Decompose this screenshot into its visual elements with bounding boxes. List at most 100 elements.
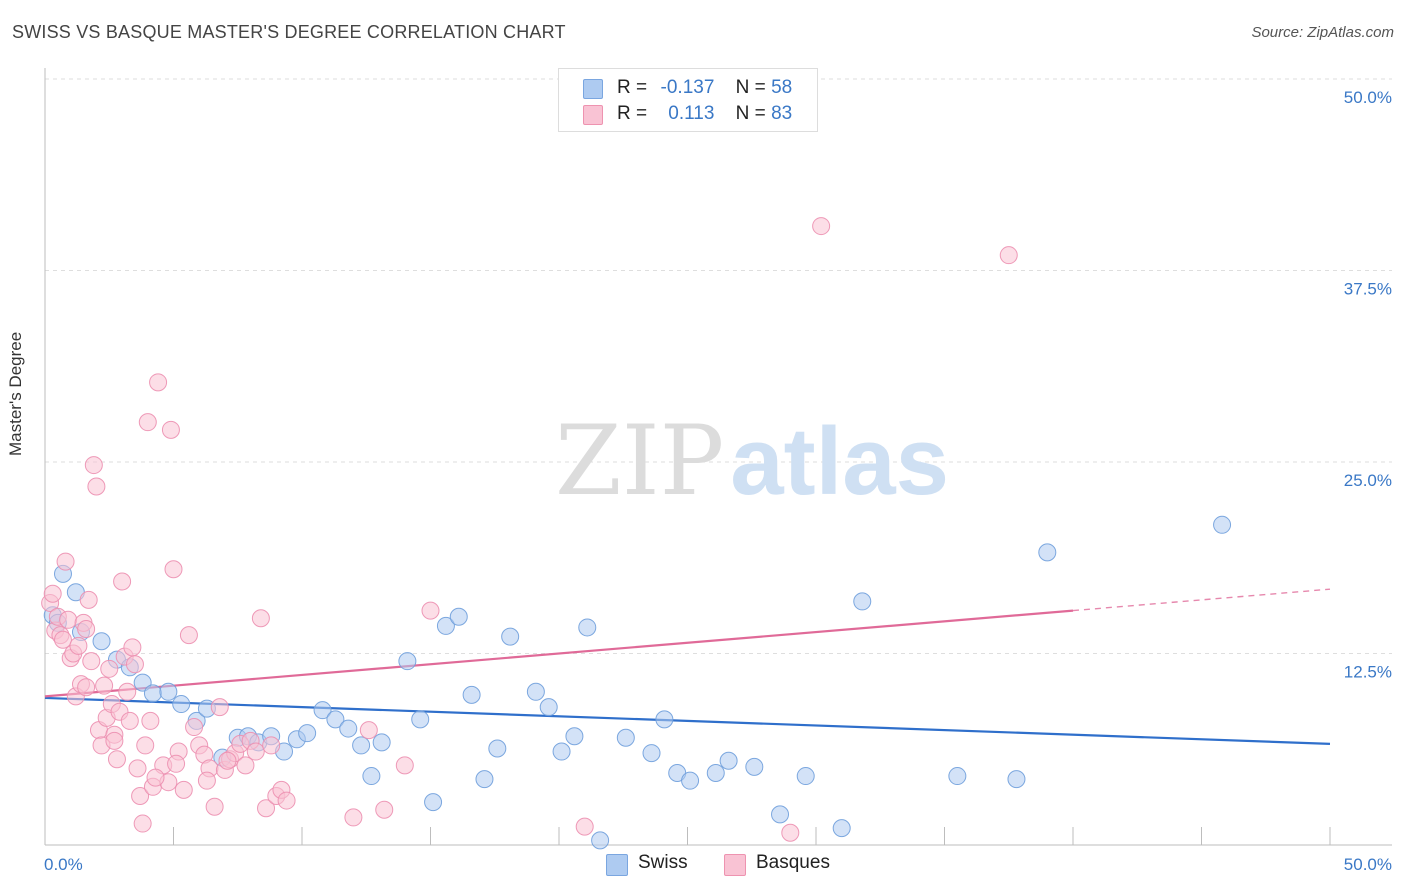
data-point-swiss — [1038, 543, 1057, 562]
data-point-basques — [131, 786, 150, 805]
data-point-basques — [257, 799, 276, 818]
data-point-swiss — [771, 805, 790, 824]
trend-line-swiss — [44, 696, 1331, 745]
data-point-swiss — [655, 710, 674, 729]
y-axis-label: Master's Degree — [6, 331, 25, 456]
data-point-basques — [141, 711, 160, 730]
data-point-basques — [120, 711, 139, 730]
r-label: R = — [617, 77, 648, 98]
data-point-basques — [262, 736, 281, 755]
data-point-swiss — [372, 733, 391, 752]
data-point-basques — [236, 756, 255, 775]
data-point-basques — [246, 742, 265, 761]
legend-swatch-basques — [583, 105, 603, 125]
data-point-swiss — [143, 684, 162, 703]
data-point-swiss — [706, 763, 725, 782]
data-point-basques — [359, 721, 378, 740]
n-value: 83 — [771, 103, 793, 124]
data-point-swiss — [642, 744, 661, 763]
data-point-swiss — [745, 757, 764, 776]
trend-lines — [44, 588, 1331, 745]
data-point-basques — [125, 655, 144, 674]
data-point-swiss — [313, 701, 332, 720]
data-point-swiss — [948, 767, 967, 786]
data-point-swiss — [591, 831, 610, 850]
data-point-basques — [185, 718, 204, 737]
data-point-basques — [344, 808, 363, 827]
data-point-basques — [999, 246, 1018, 265]
legend-label-swiss: Swiss — [638, 852, 688, 873]
data-point-basques — [218, 751, 237, 770]
data-point-basques — [69, 636, 88, 655]
data-point-basques — [105, 731, 124, 750]
legend-label-basques: Basques — [756, 852, 830, 873]
data-point-basques — [167, 754, 186, 773]
tick-labels: 12.5% 25.0% 37.5% 50.0% 0.0% 50.0% — [44, 88, 1392, 874]
data-point-swiss — [578, 618, 597, 637]
data-point-basques — [395, 756, 414, 775]
x-tick-label: 0.0% — [44, 855, 83, 874]
data-point-basques — [375, 800, 394, 819]
data-point-swiss — [436, 616, 455, 635]
data-point-basques — [149, 373, 168, 392]
watermark: ZIPatlas — [555, 405, 949, 517]
data-point-swiss — [398, 652, 417, 671]
data-point-basques — [205, 797, 224, 816]
n-label: N = — [735, 103, 766, 124]
watermark-zip: ZIP — [555, 405, 725, 517]
data-point-swiss — [362, 767, 381, 786]
correlation-legend: R = -0.137 N = 58 R = 0.113 N = 83 — [558, 68, 818, 132]
data-point-basques — [812, 217, 831, 236]
data-point-swiss — [462, 685, 481, 704]
data-point-swiss — [326, 710, 345, 729]
data-point-basques — [118, 682, 137, 701]
data-point-swiss — [526, 682, 545, 701]
r-value: 0.113 — [668, 103, 715, 124]
data-point-basques — [138, 413, 157, 432]
data-point-basques — [128, 759, 147, 778]
data-point-basques — [164, 560, 183, 579]
legend-text-swiss: R = -0.137 N = 58 — [617, 77, 792, 99]
data-point-basques — [95, 676, 114, 695]
data-point-basques — [113, 572, 132, 591]
data-point-swiss — [352, 736, 371, 755]
data-point-swiss — [552, 742, 571, 761]
data-point-basques — [146, 768, 165, 787]
trend-line-extension-basques — [1072, 588, 1331, 612]
data-point-swiss — [832, 819, 851, 838]
data-point-basques — [210, 698, 229, 717]
data-point-swiss — [298, 724, 317, 743]
data-point-swiss — [853, 592, 872, 611]
data-point-swiss — [1213, 515, 1232, 534]
data-point-basques — [174, 780, 193, 799]
data-point-swiss — [565, 727, 584, 746]
y-tick-label: 25.0% — [1344, 471, 1392, 490]
legend-swatch-swiss — [583, 79, 603, 99]
data-point-basques — [575, 817, 594, 836]
n-value: 58 — [771, 77, 793, 98]
data-point-basques — [179, 626, 198, 645]
data-point-basques — [79, 590, 98, 609]
data-point-basques — [59, 610, 78, 629]
data-point-basques — [84, 456, 103, 475]
data-point-basques — [82, 652, 101, 671]
data-point-swiss — [719, 751, 738, 770]
data-point-basques — [100, 659, 119, 678]
data-point-swiss — [616, 728, 635, 747]
data-point-swiss — [411, 710, 430, 729]
data-point-basques — [77, 619, 96, 638]
axes — [44, 68, 1392, 846]
data-point-basques — [421, 601, 440, 620]
data-point-basques — [197, 771, 216, 790]
r-value: -0.137 — [660, 77, 715, 98]
data-point-swiss — [681, 771, 700, 790]
r-label: R = — [617, 103, 648, 124]
data-point-basques — [251, 609, 270, 628]
n-label: N = — [735, 77, 766, 98]
data-point-basques — [53, 630, 72, 649]
data-point-swiss — [92, 632, 111, 651]
gridlines — [45, 78, 1392, 654]
data-point-basques — [56, 552, 75, 571]
data-point-swiss — [539, 698, 558, 717]
